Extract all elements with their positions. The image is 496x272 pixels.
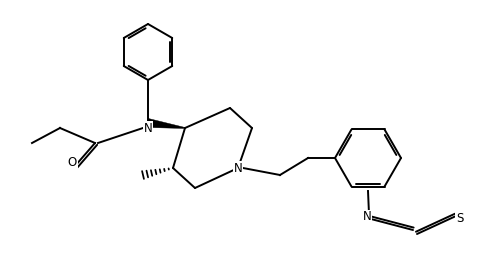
Text: N: N bbox=[234, 162, 243, 175]
Polygon shape bbox=[147, 119, 185, 128]
Text: O: O bbox=[67, 156, 76, 169]
Text: S: S bbox=[456, 212, 464, 224]
Text: N: N bbox=[144, 122, 152, 134]
Text: N: N bbox=[363, 211, 372, 224]
